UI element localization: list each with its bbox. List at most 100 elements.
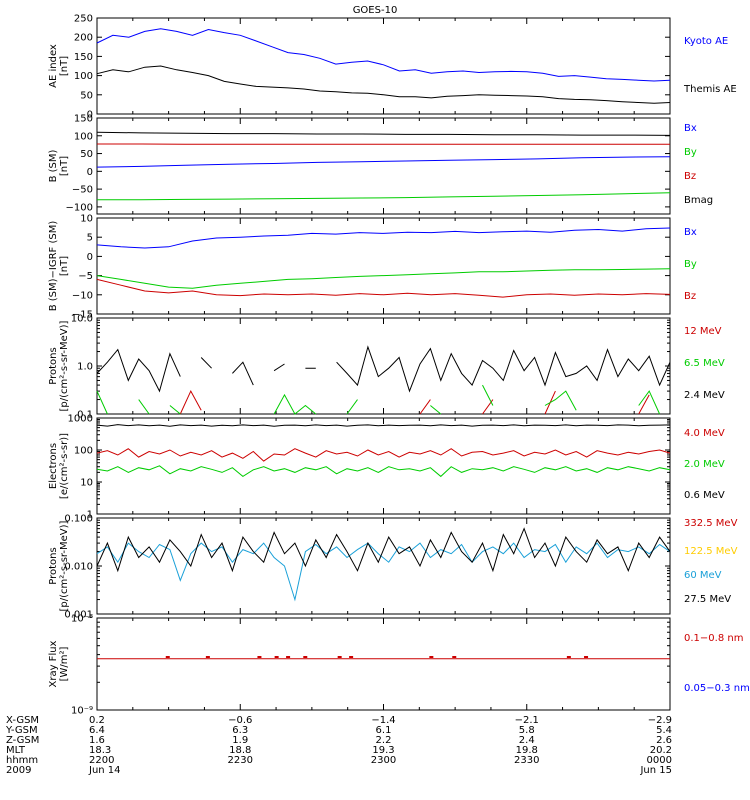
y-tick-label: 0.001: [64, 610, 93, 621]
footer-row-label: MLT: [6, 745, 26, 756]
footer-cell: −2.9: [648, 715, 672, 726]
y-tick-label: 0.100: [64, 514, 93, 525]
series-line-bz: [96, 278, 671, 298]
y-tick-label: 50: [80, 90, 93, 101]
y-axis-units: [e/(cm²-s-sr)]: [59, 433, 70, 499]
series-line-0-6-mev: [96, 424, 671, 427]
panel-frame: [96, 217, 671, 315]
footer-row-label: 2009: [6, 765, 31, 776]
footer-cell: 1.6: [89, 735, 105, 746]
series-line-bx: [96, 156, 671, 168]
footer-row-label: hhmm: [6, 755, 38, 766]
panel-frame: [96, 517, 671, 615]
legend-entry: 0.1−0.8 nm: [684, 633, 743, 644]
footer-cell: 0.2: [89, 715, 105, 726]
series-line-bx: [96, 227, 671, 249]
y-tick-label: 100: [74, 71, 93, 82]
footer-cell: 6.4: [89, 725, 105, 736]
y-axis-label: AE index: [48, 44, 59, 88]
y-tick-label: 100: [74, 446, 93, 457]
legend-entry: 12 MeV: [684, 326, 722, 337]
legend-entry: 0.6 MeV: [684, 490, 725, 501]
footer-cell: 2.2: [376, 735, 392, 746]
footer-cell: Jun 15: [639, 765, 672, 776]
y-tick-label: −50: [72, 185, 93, 196]
y-axis-label: B (SM): [48, 149, 59, 182]
footer-row-label: Y-GSM: [5, 725, 38, 736]
y-tick-label: 0: [87, 110, 93, 121]
series-line-12-mev: [179, 389, 650, 415]
y-axis-units: [p/(cm²-s-sr-MeV)]: [59, 520, 70, 611]
y-tick-label: 5: [87, 233, 93, 244]
footer-cell: 6.3: [232, 725, 248, 736]
legend-entry: By: [684, 259, 697, 270]
footer-cell: 18.3: [89, 745, 111, 756]
footer-cell: 2200: [89, 755, 114, 766]
legend-entry: 60 MeV: [684, 570, 722, 581]
footer-cell: 2.6: [656, 735, 672, 746]
footer-cell: 2.4: [519, 735, 535, 746]
plot-title: GOES-10: [353, 5, 398, 16]
footer-cell: 19.3: [372, 745, 394, 756]
y-tick-label: 10⁻⁸: [71, 614, 93, 625]
y-tick-label: 10.0: [71, 314, 93, 325]
y-axis-label: B (SM)−IGRF (SM): [48, 221, 59, 312]
y-tick-label: 1000: [68, 414, 93, 425]
footer-cell: 18.8: [229, 745, 251, 756]
footer-cell: 2230: [228, 755, 253, 766]
panel-frame: [96, 617, 671, 711]
series-line-2-4-mev: [96, 345, 671, 393]
panel-1: 0 50 100 150 200 250 AE index [nT] Kyoto AE Themi…: [48, 14, 737, 121]
series-line-bmag: [96, 131, 671, 136]
y-axis-units: [p/(cm²-s-sr-MeV)]: [59, 320, 70, 411]
y-axis-label: Xray Flux: [48, 640, 59, 687]
series-line-kyoto-ae: [96, 28, 671, 82]
y-tick-label: 0.1: [77, 410, 93, 421]
y-tick-label: 10⁻⁹: [71, 706, 93, 717]
panel-frame: [96, 317, 671, 415]
y-tick-label: −5: [78, 271, 93, 282]
y-axis-label: Electrons: [48, 443, 59, 489]
y-tick-label: 0.010: [64, 562, 93, 573]
y-tick-label: 100: [74, 131, 93, 142]
panel-4: 0.1 1.0 10.0 Protons [p/(cm²-s-sr-MeV)] 12 Me…: [48, 314, 725, 421]
legend-entry: 4.0 MeV: [684, 428, 725, 439]
legend-entry: Bz: [684, 171, 696, 182]
y-tick-label: −10: [72, 290, 93, 301]
panel-frame: [96, 417, 671, 515]
y-axis-units: [nT]: [59, 56, 70, 76]
footer-row-label: X-GSM: [6, 715, 39, 726]
series-line-2-0-mev: [96, 465, 671, 478]
series-line-60-mev: [96, 542, 671, 602]
panel-6: 0.001 0.010 0.100 Protons [p/(cm²-s-sr-MeV)]…: [48, 514, 738, 621]
footer-cell: −1.4: [371, 715, 395, 726]
footer-cell: 20.2: [650, 745, 672, 756]
series-line-by: [97, 192, 671, 201]
series-line-by: [96, 268, 671, 289]
y-tick-label: 250: [74, 14, 93, 25]
legend-entry: Bz: [684, 291, 696, 302]
legend-entry: 2.4 MeV: [684, 390, 725, 401]
footer-cell: 0000: [647, 755, 672, 766]
series-line-6-5-mev: [96, 384, 661, 415]
footer-cell: −2.1: [515, 715, 539, 726]
footer-cell: 2300: [371, 755, 396, 766]
legend-entry: 27.5 MeV: [684, 594, 731, 605]
panel-2: −100 −50 0 50 100 150 B (SM) [nT] Bx By Bz Bmag: [48, 114, 713, 215]
legend-entry: 0.05−0.3 nm: [684, 683, 750, 694]
y-tick-label: 150: [74, 114, 93, 125]
legend-entry: Bmag: [684, 195, 713, 206]
panel-3: −15 −10 −5 0 5 10 B (SM)−IGRF (SM) [nT] Bx By Bz: [48, 214, 697, 321]
panel-7: 10⁻⁹ 10⁻⁸ Xray Flux [W/m²] 0.1−0.8 nm 0.05−0.…: [48, 614, 750, 717]
legend-entry: By: [684, 147, 697, 158]
legend-entry: 6.5 MeV: [684, 358, 725, 369]
legend-entry: 2.0 MeV: [684, 459, 725, 470]
legend-entry: Themis AE: [683, 84, 737, 95]
y-tick-label: 200: [74, 33, 93, 44]
series-line-4-0-mev: [96, 448, 671, 462]
footer-row-label: Z-GSM: [6, 735, 39, 746]
legend-entry: Bx: [684, 227, 697, 238]
y-axis-label: Protons: [48, 347, 59, 384]
legend-entry: Bx: [684, 123, 697, 134]
y-axis-label: Protons: [48, 547, 59, 584]
